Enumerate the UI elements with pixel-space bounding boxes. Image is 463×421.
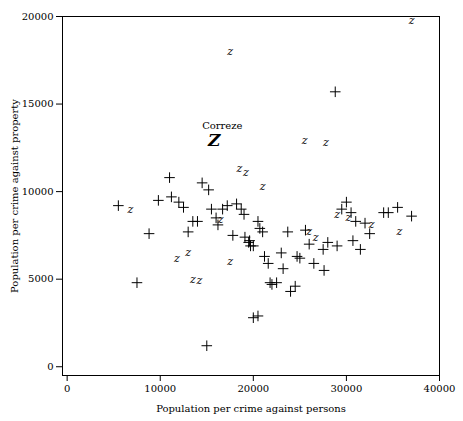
svg-text:Population per crime against p: Population per crime against persons	[156, 403, 346, 414]
svg-text:z: z	[408, 14, 415, 27]
svg-text:z: z	[217, 213, 224, 226]
svg-text:z: z	[195, 274, 202, 287]
svg-text:z: z	[333, 208, 340, 221]
svg-text:z: z	[322, 136, 329, 149]
svg-text:Population per crime against p: Population per crime against property	[9, 99, 20, 293]
svg-text:z: z	[312, 231, 319, 244]
svg-text:10000: 10000	[144, 383, 176, 394]
svg-text:z: z	[127, 203, 134, 216]
svg-text:40000: 40000	[424, 383, 456, 394]
svg-text:30000: 30000	[331, 383, 363, 394]
svg-text:z: z	[259, 180, 266, 193]
svg-text:15000: 15000	[22, 98, 54, 109]
svg-text:z: z	[173, 252, 180, 265]
svg-text:20000: 20000	[237, 383, 269, 394]
svg-text:z: z	[242, 166, 249, 179]
svg-text:0: 0	[64, 383, 70, 394]
svg-text:z: z	[368, 218, 375, 231]
svg-text:z: z	[344, 211, 351, 224]
svg-text:20000: 20000	[22, 11, 54, 22]
svg-text:z: z	[305, 225, 312, 238]
svg-text:z: z	[184, 246, 191, 259]
svg-text:z: z	[226, 45, 233, 58]
svg-text:z: z	[235, 162, 242, 175]
svg-text:10000: 10000	[22, 186, 54, 197]
svg-text:z: z	[189, 273, 196, 286]
svg-text:z: z	[396, 225, 403, 238]
svg-text:z: z	[226, 255, 233, 268]
svg-text:z: z	[301, 134, 308, 147]
svg-text:0: 0	[47, 361, 53, 372]
svg-text:Correze: Correze	[202, 120, 242, 131]
svg-text:5000: 5000	[28, 273, 53, 284]
svg-text:Z: Z	[207, 130, 221, 150]
